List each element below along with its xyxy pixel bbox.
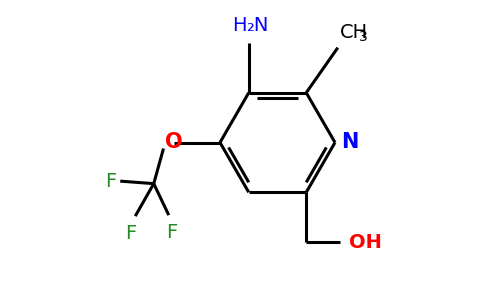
Text: ₂N: ₂N (246, 16, 269, 35)
Text: F: F (126, 224, 137, 243)
Text: F: F (166, 223, 177, 242)
Text: O: O (165, 133, 182, 152)
Text: CH: CH (340, 23, 368, 42)
Text: N: N (341, 133, 358, 152)
Text: F: F (105, 172, 116, 190)
Text: 3: 3 (359, 30, 368, 44)
Text: OH: OH (349, 233, 381, 252)
Text: H: H (232, 16, 246, 35)
